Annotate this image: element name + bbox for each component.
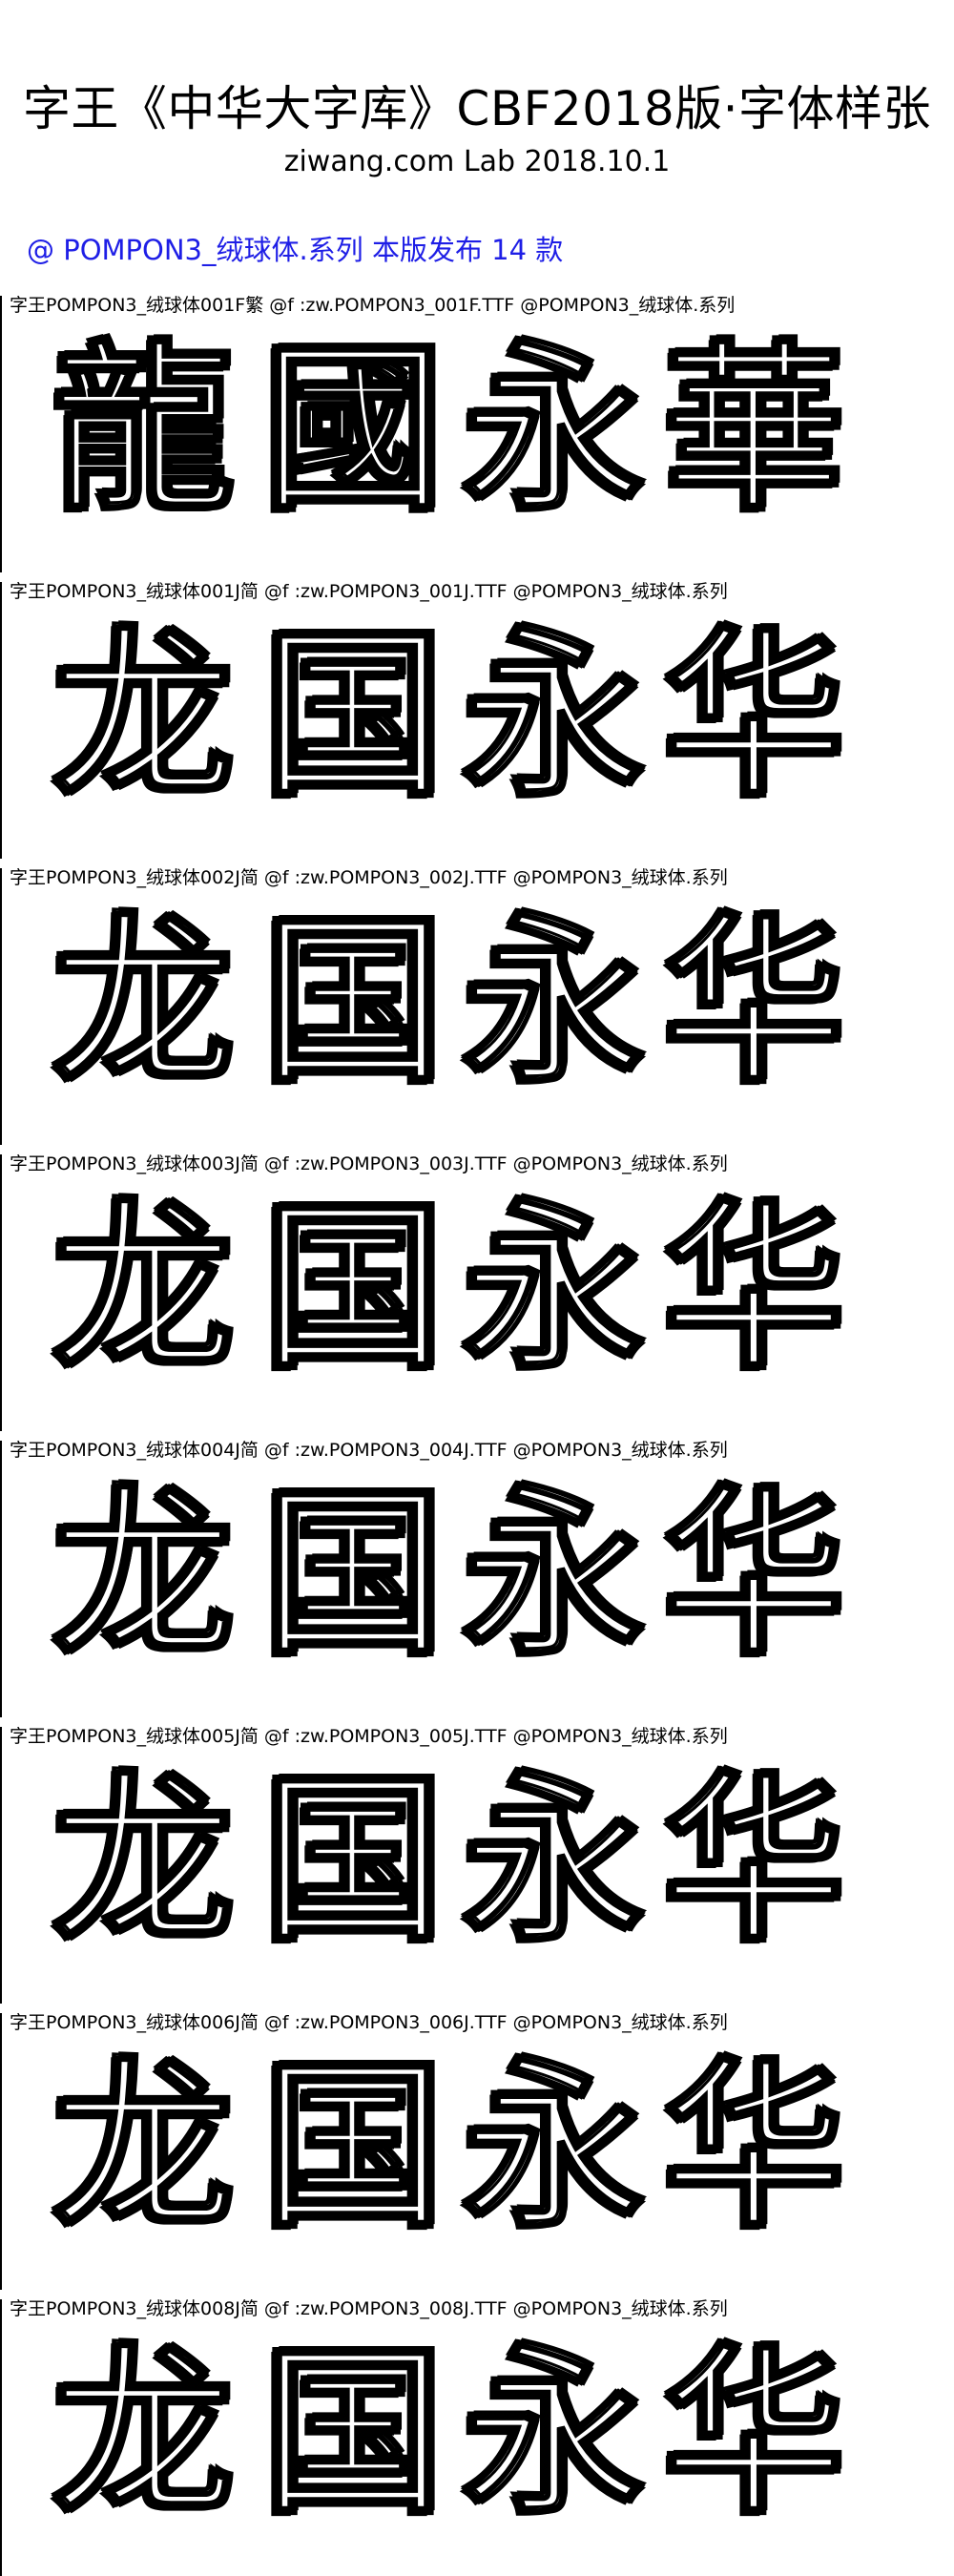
glyph-sample: 龙 bbox=[38, 1467, 248, 1680]
glyph-sample: 永 bbox=[448, 2040, 658, 2253]
glyph-char: 永 bbox=[461, 2326, 645, 2539]
glyph-char: 永 bbox=[461, 1754, 645, 1966]
specimen-caption: 字王POMPON3_绒球体008J简 @f :zw.POMPON3_008J.T… bbox=[10, 2298, 728, 2319]
glyph-char: 华 bbox=[661, 2326, 845, 2539]
glyph-char: 国 bbox=[260, 895, 445, 1108]
glyph-sample: 龙 bbox=[38, 1181, 248, 1394]
glyph-sample: 龍 bbox=[38, 322, 248, 535]
specimen-list: 字王POMPON3_绒球体001F繁 @f :zw.POMPON3_001F.T… bbox=[0, 286, 954, 2576]
page-subtitle: ziwang.com Lab 2018.10.1 bbox=[283, 145, 671, 178]
specimen-caption: 字王POMPON3_绒球体001F繁 @f :zw.POMPON3_001F.T… bbox=[10, 295, 736, 316]
glyph-sample: 龙 bbox=[38, 1754, 248, 1966]
specimen-row: 字王POMPON3_绒球体001J简 @f :zw.POMPON3_001J.T… bbox=[0, 572, 954, 859]
glyph-sample: 国 bbox=[248, 2040, 458, 2253]
glyph-char: 永 bbox=[461, 322, 645, 535]
glyph-sample: 国 bbox=[248, 1754, 458, 1966]
glyph-sample: 国 bbox=[248, 895, 458, 1108]
glyph-sample: 华 bbox=[649, 1181, 859, 1394]
glyph-sample: 华 bbox=[649, 1467, 859, 1680]
specimen-row: 字王POMPON3_绒球体008J简 @f :zw.POMPON3_008J.T… bbox=[0, 2290, 954, 2576]
glyph-sample: 龙 bbox=[38, 2040, 248, 2253]
glyph-char: 永 bbox=[461, 609, 645, 821]
specimen-glyphs: 龙 国 永 华 bbox=[0, 609, 954, 849]
specimen-caption: 字王POMPON3_绒球体005J简 @f :zw.POMPON3_005J.T… bbox=[10, 1726, 728, 1747]
specimen-glyphs: 龙 国 永 华 bbox=[0, 1754, 954, 1994]
glyph-char: 龙 bbox=[51, 1181, 235, 1394]
glyph-sample: 华 bbox=[649, 895, 859, 1108]
glyph-sample: 华 bbox=[649, 1754, 859, 1966]
specimen-glyphs: 龙 国 永 华 bbox=[0, 2326, 954, 2566]
glyph-sample: 龙 bbox=[38, 2326, 248, 2539]
specimen-row: 字王POMPON3_绒球体004J简 @f :zw.POMPON3_004J.T… bbox=[0, 1431, 954, 1717]
glyph-char: 华 bbox=[661, 1181, 845, 1394]
glyph-sample: 永 bbox=[448, 895, 658, 1108]
glyph-sample: 华 bbox=[649, 2326, 859, 2539]
specimen-row: 字王POMPON3_绒球体006J简 @f :zw.POMPON3_006J.T… bbox=[0, 2004, 954, 2290]
glyph-char: 永 bbox=[461, 2040, 645, 2253]
glyph-char: 华 bbox=[661, 1754, 845, 1966]
glyph-char: 華 bbox=[661, 322, 845, 535]
glyph-sample: 永 bbox=[448, 609, 658, 821]
glyph-char: 龙 bbox=[51, 1754, 235, 1966]
specimen-glyphs: 龙 国 永 华 bbox=[0, 1181, 954, 1422]
glyph-char: 国 bbox=[260, 1181, 445, 1394]
glyph-sample: 國 bbox=[248, 322, 458, 535]
glyph-sample: 永 bbox=[448, 322, 658, 535]
glyph-char: 华 bbox=[661, 609, 845, 821]
specimen-row: 字王POMPON3_绒球体001F繁 @f :zw.POMPON3_001F.T… bbox=[0, 286, 954, 572]
glyph-sample: 永 bbox=[448, 1181, 658, 1394]
glyph-sample: 華 bbox=[649, 322, 859, 535]
page-title: 字王《中华大字库》CBF2018版·字体样张 bbox=[22, 81, 932, 136]
glyph-char: 华 bbox=[661, 895, 845, 1108]
specimen-glyphs: 龍 國 永 華 bbox=[0, 322, 954, 563]
glyph-char: 龍 bbox=[51, 322, 235, 535]
glyph-sample: 华 bbox=[649, 609, 859, 821]
specimen-row: 字王POMPON3_绒球体003J简 @f :zw.POMPON3_003J.T… bbox=[0, 1145, 954, 1431]
glyph-char: 华 bbox=[661, 1467, 845, 1680]
glyph-sample: 国 bbox=[248, 609, 458, 821]
glyph-char: 龙 bbox=[51, 609, 235, 821]
glyph-sample: 国 bbox=[248, 2326, 458, 2539]
glyph-char: 国 bbox=[260, 609, 445, 821]
specimen-caption: 字王POMPON3_绒球体003J简 @f :zw.POMPON3_003J.T… bbox=[10, 1153, 728, 1174]
specimen-glyphs: 龙 国 永 华 bbox=[0, 2040, 954, 2280]
glyph-char: 国 bbox=[260, 1754, 445, 1966]
glyph-char: 龙 bbox=[51, 2326, 235, 2539]
glyph-char: 国 bbox=[260, 2326, 445, 2539]
glyph-sample: 龙 bbox=[38, 609, 248, 821]
glyph-sample: 永 bbox=[448, 1754, 658, 1966]
glyph-char: 龙 bbox=[51, 2040, 235, 2253]
series-announcement: @ POMPON3_绒球体.系列 本版发布 14 款 bbox=[27, 234, 564, 266]
glyph-sample: 华 bbox=[649, 2040, 859, 2253]
specimen-glyphs: 龙 国 永 华 bbox=[0, 895, 954, 1135]
glyph-sample: 龙 bbox=[38, 895, 248, 1108]
glyph-sample: 国 bbox=[248, 1181, 458, 1394]
glyph-char: 国 bbox=[260, 1467, 445, 1680]
glyph-char: 龙 bbox=[51, 1467, 235, 1680]
specimen-caption: 字王POMPON3_绒球体006J简 @f :zw.POMPON3_006J.T… bbox=[10, 2012, 728, 2033]
page-header: 字王《中华大字库》CBF2018版·字体样张 ziwang.com Lab 20… bbox=[0, 0, 954, 286]
glyph-sample: 国 bbox=[248, 1467, 458, 1680]
glyph-sample: 永 bbox=[448, 1467, 658, 1680]
glyph-char: 永 bbox=[461, 895, 645, 1108]
glyph-char: 华 bbox=[661, 2040, 845, 2253]
glyph-char: 国 bbox=[260, 2040, 445, 2253]
glyph-sample: 永 bbox=[448, 2326, 658, 2539]
glyph-char: 永 bbox=[461, 1467, 645, 1680]
glyph-char: 國 bbox=[260, 322, 445, 535]
glyph-char: 龙 bbox=[51, 895, 235, 1108]
specimen-caption: 字王POMPON3_绒球体004J简 @f :zw.POMPON3_004J.T… bbox=[10, 1440, 728, 1461]
specimen-row: 字王POMPON3_绒球体005J简 @f :zw.POMPON3_005J.T… bbox=[0, 1717, 954, 2004]
glyph-char: 永 bbox=[461, 1181, 645, 1394]
specimen-caption: 字王POMPON3_绒球体002J简 @f :zw.POMPON3_002J.T… bbox=[10, 867, 728, 888]
specimen-glyphs: 龙 国 永 华 bbox=[0, 1467, 954, 1708]
specimen-caption: 字王POMPON3_绒球体001J简 @f :zw.POMPON3_001J.T… bbox=[10, 581, 728, 602]
specimen-row: 字王POMPON3_绒球体002J简 @f :zw.POMPON3_002J.T… bbox=[0, 859, 954, 1145]
